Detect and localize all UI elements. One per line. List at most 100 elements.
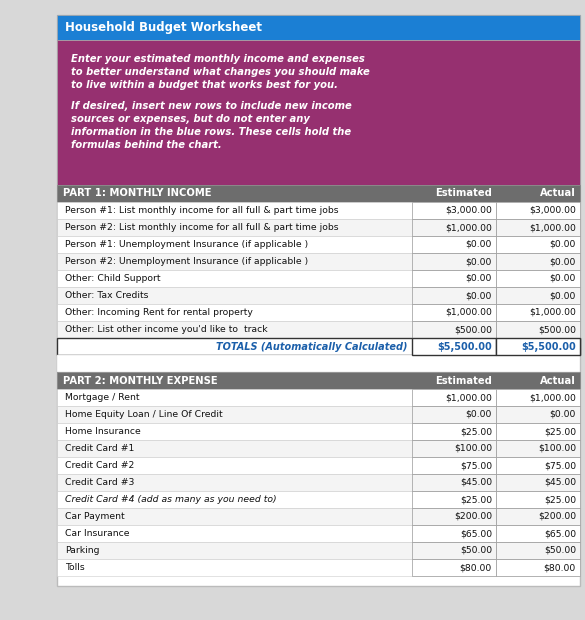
Bar <box>496 321 580 338</box>
Text: $75.00: $75.00 <box>460 461 492 470</box>
Text: $1,000.00: $1,000.00 <box>445 308 492 317</box>
Bar <box>57 287 580 304</box>
Bar <box>57 270 580 287</box>
Text: If desired, insert new rows to include new income: If desired, insert new rows to include n… <box>71 101 352 111</box>
Text: Person #1: List monthly income for all full & part time jobs: Person #1: List monthly income for all f… <box>65 206 339 215</box>
Text: $0.00: $0.00 <box>550 240 576 249</box>
Text: Car Payment: Car Payment <box>65 512 125 521</box>
Text: to live within a budget that works best for you.: to live within a budget that works best … <box>71 80 338 90</box>
Text: TOTALS (Automatically Calculated): TOTALS (Automatically Calculated) <box>216 342 408 352</box>
Bar <box>412 253 496 270</box>
Text: $0.00: $0.00 <box>550 257 576 266</box>
Bar <box>412 542 496 559</box>
Bar <box>412 236 496 253</box>
Text: $65.00: $65.00 <box>544 529 576 538</box>
Text: Actual: Actual <box>541 376 576 386</box>
Text: $200.00: $200.00 <box>538 512 576 521</box>
Bar <box>412 338 496 355</box>
Text: Person #2: List monthly income for all full & part time jobs: Person #2: List monthly income for all f… <box>65 223 339 232</box>
Text: Estimated: Estimated <box>435 376 492 386</box>
Text: $500.00: $500.00 <box>454 325 492 334</box>
Bar <box>496 440 580 457</box>
Text: $0.00: $0.00 <box>466 291 492 300</box>
Bar <box>412 559 496 576</box>
Bar <box>57 236 580 253</box>
Bar <box>57 355 580 372</box>
Bar <box>412 321 496 338</box>
Text: $1,000.00: $1,000.00 <box>529 308 576 317</box>
Text: Person #2: Unemployment Insurance (if applicable ): Person #2: Unemployment Insurance (if ap… <box>65 257 308 266</box>
Text: $100.00: $100.00 <box>454 444 492 453</box>
Text: $25.00: $25.00 <box>544 495 576 504</box>
Text: $50.00: $50.00 <box>544 546 576 555</box>
Bar <box>412 406 496 423</box>
Bar <box>57 338 580 355</box>
Text: PART 1: MONTHLY INCOME: PART 1: MONTHLY INCOME <box>63 188 212 198</box>
Text: $500.00: $500.00 <box>538 325 576 334</box>
Text: Other: Child Support: Other: Child Support <box>65 274 160 283</box>
Bar <box>412 491 496 508</box>
Bar <box>496 491 580 508</box>
Bar <box>57 15 580 40</box>
Text: Other: List other income you'd like to  track: Other: List other income you'd like to t… <box>65 325 267 334</box>
Text: Estimated: Estimated <box>435 188 492 198</box>
Bar <box>57 559 580 576</box>
Bar <box>57 525 580 542</box>
Bar <box>412 525 496 542</box>
Text: $3,000.00: $3,000.00 <box>445 206 492 215</box>
Bar <box>412 474 496 491</box>
Bar <box>57 389 580 406</box>
Text: Other: Tax Credits: Other: Tax Credits <box>65 291 149 300</box>
Bar <box>496 457 580 474</box>
Text: Household Budget Worksheet: Household Budget Worksheet <box>65 21 262 34</box>
Bar <box>496 338 580 355</box>
Bar <box>496 559 580 576</box>
Bar <box>412 423 496 440</box>
Text: formulas behind the chart.: formulas behind the chart. <box>71 140 222 150</box>
Bar <box>57 474 580 491</box>
Bar <box>496 287 580 304</box>
Text: $0.00: $0.00 <box>550 291 576 300</box>
Bar <box>57 542 580 559</box>
Text: $65.00: $65.00 <box>460 529 492 538</box>
Bar <box>57 423 580 440</box>
Bar <box>496 423 580 440</box>
Bar <box>412 202 496 219</box>
Text: $25.00: $25.00 <box>544 427 576 436</box>
Text: Credit Card #2: Credit Card #2 <box>65 461 135 470</box>
Text: $1,000.00: $1,000.00 <box>529 393 576 402</box>
Text: Actual: Actual <box>541 188 576 198</box>
Bar <box>57 185 580 202</box>
Text: $80.00: $80.00 <box>543 563 576 572</box>
Text: Enter your estimated monthly income and expenses: Enter your estimated monthly income and … <box>71 54 365 64</box>
Bar <box>412 270 496 287</box>
Bar <box>496 542 580 559</box>
Bar <box>412 219 496 236</box>
Text: $45.00: $45.00 <box>460 478 492 487</box>
Bar <box>496 236 580 253</box>
Text: Home Insurance: Home Insurance <box>65 427 141 436</box>
Bar <box>496 525 580 542</box>
Bar <box>496 389 580 406</box>
Text: $5,500.00: $5,500.00 <box>521 342 576 352</box>
Text: $100.00: $100.00 <box>538 444 576 453</box>
Bar <box>496 219 580 236</box>
Bar <box>57 304 580 321</box>
Text: Tolls: Tolls <box>65 563 85 572</box>
Text: Home Equity Loan / Line Of Credit: Home Equity Loan / Line Of Credit <box>65 410 223 419</box>
Bar <box>57 219 580 236</box>
Text: $45.00: $45.00 <box>544 478 576 487</box>
Text: $75.00: $75.00 <box>544 461 576 470</box>
Bar <box>57 508 580 525</box>
Bar <box>57 253 580 270</box>
Text: $0.00: $0.00 <box>550 410 576 419</box>
Text: $25.00: $25.00 <box>460 495 492 504</box>
Bar <box>496 508 580 525</box>
Text: Car Insurance: Car Insurance <box>65 529 129 538</box>
Text: $80.00: $80.00 <box>460 563 492 572</box>
Bar <box>496 270 580 287</box>
Bar <box>57 40 580 185</box>
Bar <box>412 508 496 525</box>
Text: Credit Card #3: Credit Card #3 <box>65 478 135 487</box>
Text: sources or expenses, but do not enter any: sources or expenses, but do not enter an… <box>71 114 310 124</box>
